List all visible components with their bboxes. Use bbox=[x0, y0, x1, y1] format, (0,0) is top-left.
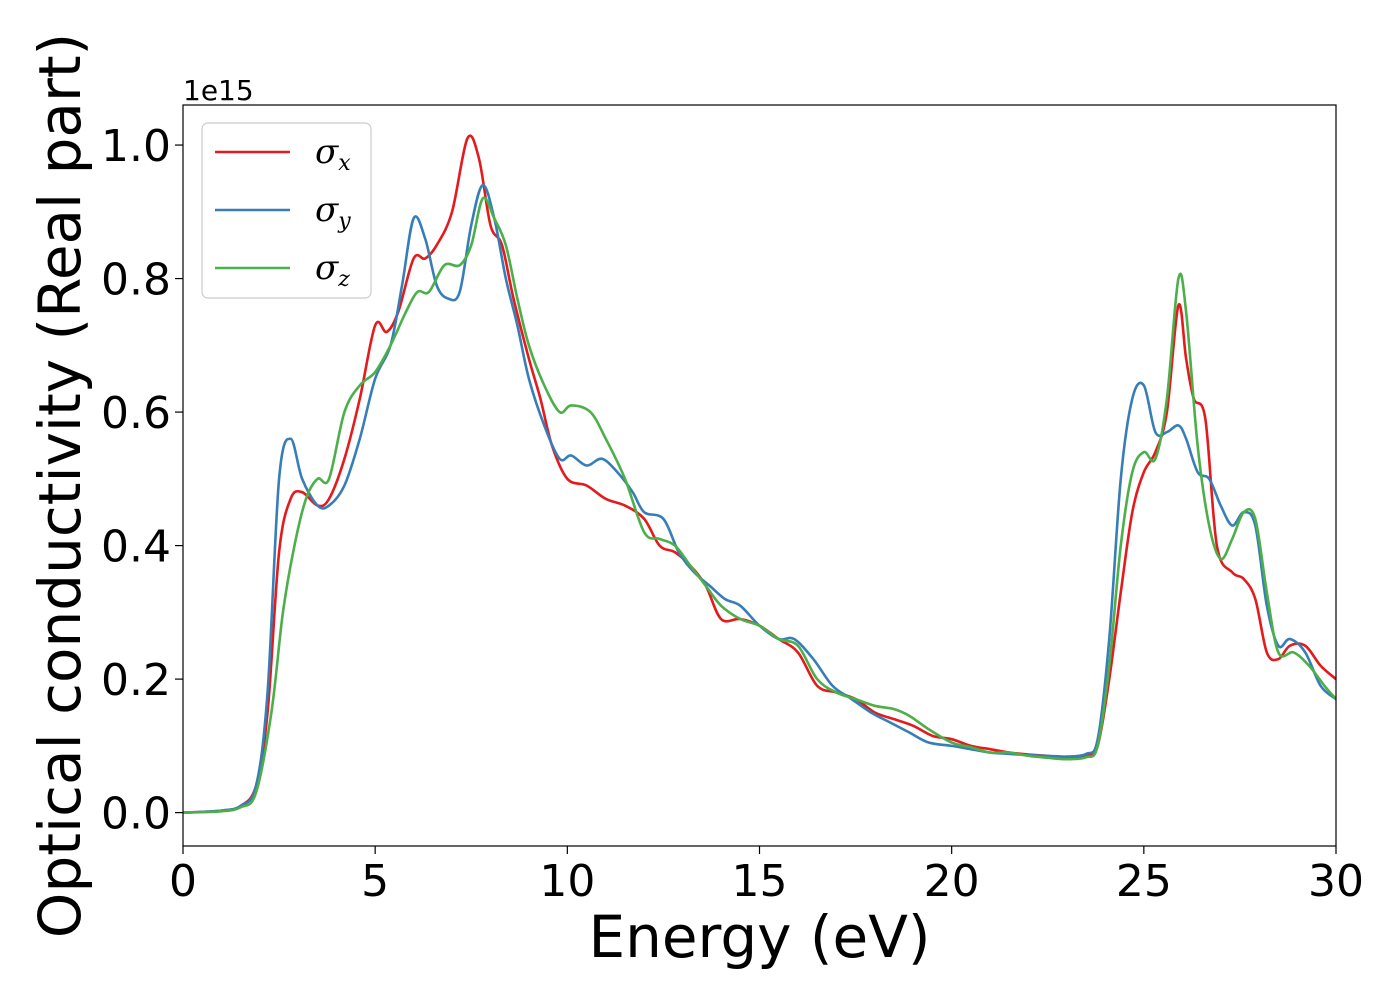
y-tick-label: 0.4 bbox=[101, 522, 171, 573]
y-tick-label: 0.6 bbox=[101, 388, 171, 439]
x-tick-label: 5 bbox=[361, 856, 389, 907]
y-tick-label: 0.2 bbox=[101, 655, 171, 706]
series-line-z bbox=[183, 196, 1336, 814]
y-tick-label: 0.8 bbox=[101, 255, 171, 306]
x-tick-label: 10 bbox=[539, 856, 595, 907]
y-axis-title: Optical conductivity (Real part) bbox=[26, 33, 94, 938]
series-layer bbox=[183, 134, 1336, 814]
y-tick-label: 0.0 bbox=[101, 789, 171, 840]
x-axis: 0 5 10 15 20 25 30 bbox=[169, 846, 1364, 907]
y-tick-label: 1.0 bbox=[101, 121, 171, 172]
x-tick-label: 0 bbox=[169, 856, 197, 907]
x-axis-title: Energy (eV) bbox=[588, 903, 930, 971]
x-tick-label: 20 bbox=[924, 856, 980, 907]
series-line-y bbox=[183, 183, 1336, 814]
y-axis: 0.0 0.2 0.4 0.6 0.8 1.0 bbox=[101, 121, 183, 840]
legend: σx σy σz bbox=[201, 122, 372, 299]
x-tick-label: 30 bbox=[1308, 856, 1364, 907]
y-offset-label: 1e15 bbox=[183, 74, 254, 107]
x-tick-label: 15 bbox=[732, 856, 788, 907]
legend-label-y: σy bbox=[315, 190, 351, 234]
legend-label-z: σz bbox=[315, 248, 350, 292]
x-tick-label: 25 bbox=[1116, 856, 1172, 907]
legend-label-x: σx bbox=[315, 132, 351, 176]
